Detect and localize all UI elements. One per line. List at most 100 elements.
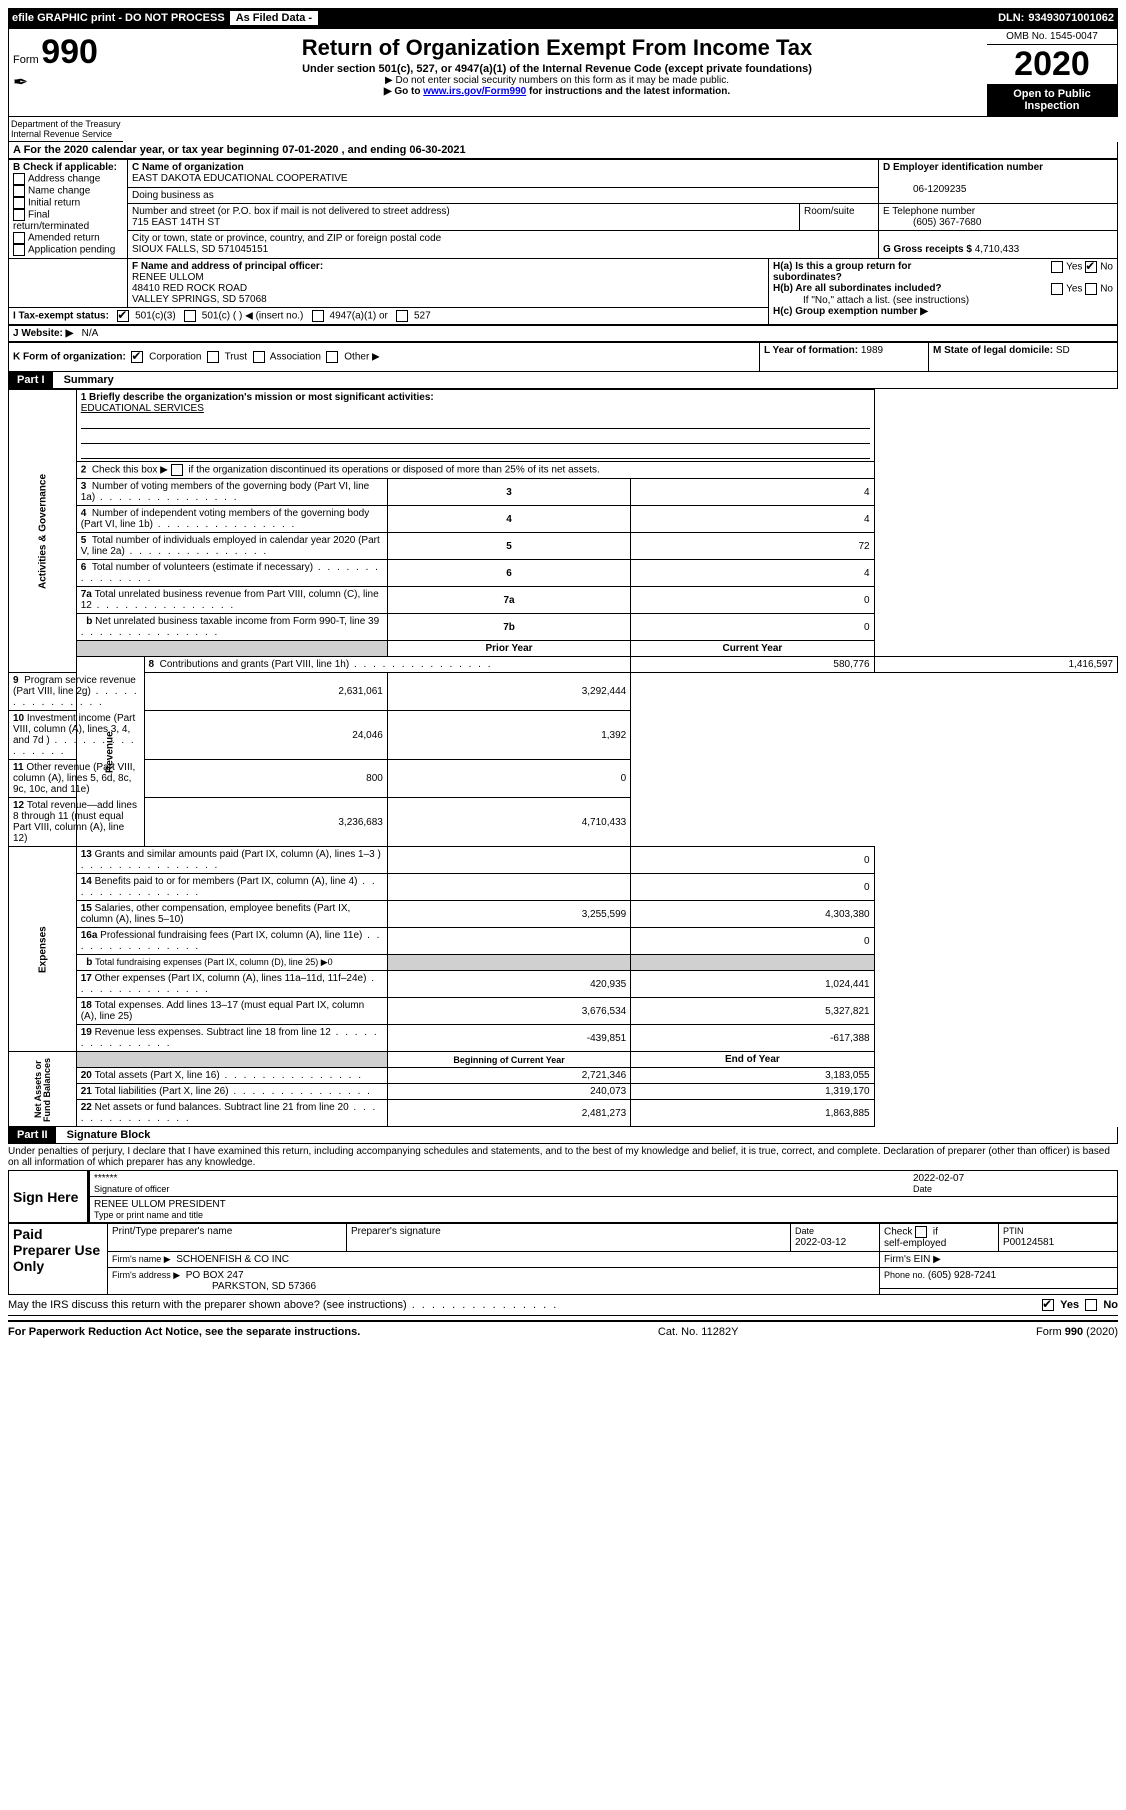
line-6: 6 Total number of volunteers (estimate i… (9, 560, 1118, 587)
ptin-label: PTIN (1003, 1226, 1024, 1236)
val3: 4 (631, 479, 874, 506)
sig-officer-row: ****** Signature of officer 2022-02-07 D… (89, 1171, 1118, 1197)
check-final[interactable] (13, 209, 25, 221)
e18cy: 5,327,821 (631, 998, 874, 1025)
street-label: Number and street (or P.O. box if mail i… (132, 206, 450, 217)
summary-table: Activities & Governance 1 Briefly descri… (8, 389, 1118, 1127)
street-value: 715 EAST 14TH ST (132, 217, 220, 228)
k-corp[interactable] (131, 351, 143, 363)
na20n: 20 (81, 1070, 92, 1081)
t3: Number of voting members of the governin… (81, 481, 369, 503)
e18t: Total expenses. Add lines 13–17 (must eq… (81, 1000, 365, 1022)
irs-text: Internal Revenue Service (11, 129, 112, 139)
f-label: F Name and address of principal officer: (132, 261, 323, 272)
ha-no[interactable] (1085, 261, 1097, 273)
e-label: E Telephone number (883, 206, 975, 217)
dln-label: DLN: (998, 12, 1024, 24)
e19n: 19 (81, 1027, 92, 1038)
footer-mid: Cat. No. 11282Y (658, 1326, 739, 1338)
form-note2: ▶ Go to www.irs.gov/Form990 for instruct… (131, 86, 983, 97)
j-label: J Website: ▶ (13, 328, 73, 339)
e16bn: b (86, 957, 92, 968)
firm-addr1: PO BOX 247 (186, 1270, 244, 1281)
sig-officer-label: Signature of officer (94, 1184, 913, 1194)
q1-answer: EDUCATIONAL SERVICES (81, 403, 204, 414)
form-title: Return of Organization Exempt From Incom… (131, 35, 983, 61)
e14t: Benefits paid to or for members (Part IX… (81, 876, 377, 898)
vlabel-netassets: Net Assets orFund Balances (9, 1052, 77, 1127)
tax-year-begin: 07-01-2020 (282, 144, 338, 156)
prep-date-value: 2022-03-12 (795, 1237, 846, 1248)
vlabel-activities: Activities & Governance (9, 390, 77, 673)
r11cy: 0 (387, 760, 630, 798)
firm-ein: Firm's EIN ▶ (880, 1252, 1118, 1268)
b-name: Name change (28, 186, 90, 197)
form-note1: ▶ Do not enter social security numbers o… (131, 75, 983, 86)
r10n: 10 (13, 713, 24, 724)
discuss-yes[interactable] (1042, 1299, 1054, 1311)
na20t: Total assets (Part X, line 16) (95, 1070, 363, 1081)
na20cy: 3,183,055 (631, 1068, 874, 1084)
n5: 5 (81, 535, 87, 546)
r10py: 24,046 (144, 711, 387, 760)
q1: 1 Briefly describe the organization's mi… (76, 390, 874, 462)
self-employed-check[interactable] (915, 1226, 927, 1238)
e18py: 3,676,534 (387, 998, 630, 1025)
r11n: 11 (13, 762, 24, 773)
na20py: 2,721,346 (387, 1068, 630, 1084)
sig-stars: ****** (94, 1173, 117, 1184)
part2-title: Signature Block (59, 1127, 159, 1143)
prep-check: Check ifself-employed (880, 1224, 999, 1252)
tax-year: 2020 (987, 45, 1117, 84)
k-opt3: Other ▶ (344, 352, 379, 363)
i-501c3[interactable] (117, 310, 129, 322)
year-formation: 1989 (861, 345, 883, 356)
hb-yes[interactable] (1051, 283, 1063, 295)
check-initial[interactable] (13, 197, 25, 209)
discuss-no[interactable] (1085, 1299, 1097, 1311)
prep-date-label: Date (795, 1226, 814, 1236)
section-d: D Employer identification number 06-1209… (879, 160, 1118, 204)
section-l: L Year of formation: 1989 (760, 343, 929, 372)
section-c-dba: Doing business as (128, 187, 879, 203)
b-addr: Address change (28, 174, 100, 185)
r9n: 9 (13, 675, 19, 686)
irs-link[interactable]: www.irs.gov/Form990 (423, 86, 526, 97)
na22py: 2,481,273 (387, 1100, 630, 1127)
form-header: Form 990 ✒ Return of Organization Exempt… (8, 28, 1118, 117)
preparer-table: Paid Preparer Use Only Print/Type prepar… (8, 1223, 1118, 1295)
i-o2: 501(c) ( ) ◀ (insert no.) (202, 311, 304, 322)
e13n: 13 (81, 849, 92, 860)
tax-year-pre: A For the 2020 calendar year, or tax yea… (13, 144, 282, 156)
k-opt2: Association (270, 352, 321, 363)
line-3: 3 Number of voting members of the govern… (9, 479, 1118, 506)
e17n: 17 (81, 973, 92, 984)
q2-check[interactable] (171, 464, 183, 476)
check-address[interactable] (13, 173, 25, 185)
k-other[interactable] (326, 351, 338, 363)
form-number-box: Form 990 ✒ (8, 28, 127, 117)
k-assoc[interactable] (253, 351, 265, 363)
na21t: Total liabilities (Part X, line 26) (95, 1086, 372, 1097)
tax-year-mid: , and ending (342, 144, 410, 156)
dept-row: Department of the Treasury Internal Reve… (8, 117, 1118, 142)
i-4947[interactable] (312, 310, 324, 322)
officer-addr1: 48410 RED ROCK ROAD (132, 283, 247, 294)
r9py: 2,631,061 (144, 673, 387, 711)
check-amended[interactable] (13, 232, 25, 244)
box6: 6 (387, 560, 630, 587)
e19t: Revenue less expenses. Subtract line 18 … (81, 1027, 379, 1049)
k-trust[interactable] (207, 351, 219, 363)
ha-yes[interactable] (1051, 261, 1063, 273)
section-c-street: Number and street (or P.O. box if mail i… (128, 203, 800, 231)
line-7a: 7a Total unrelated business revenue from… (9, 587, 1118, 614)
check-pending[interactable] (13, 244, 25, 256)
ha-yes-label: Yes (1066, 262, 1082, 273)
r8cy: 1,416,597 (874, 657, 1117, 673)
e19py: -439,851 (387, 1025, 630, 1052)
box7b: 7b (387, 614, 630, 641)
check-name[interactable] (13, 185, 25, 197)
i-501c[interactable] (184, 310, 196, 322)
i-527[interactable] (396, 310, 408, 322)
hb-no[interactable] (1085, 283, 1097, 295)
